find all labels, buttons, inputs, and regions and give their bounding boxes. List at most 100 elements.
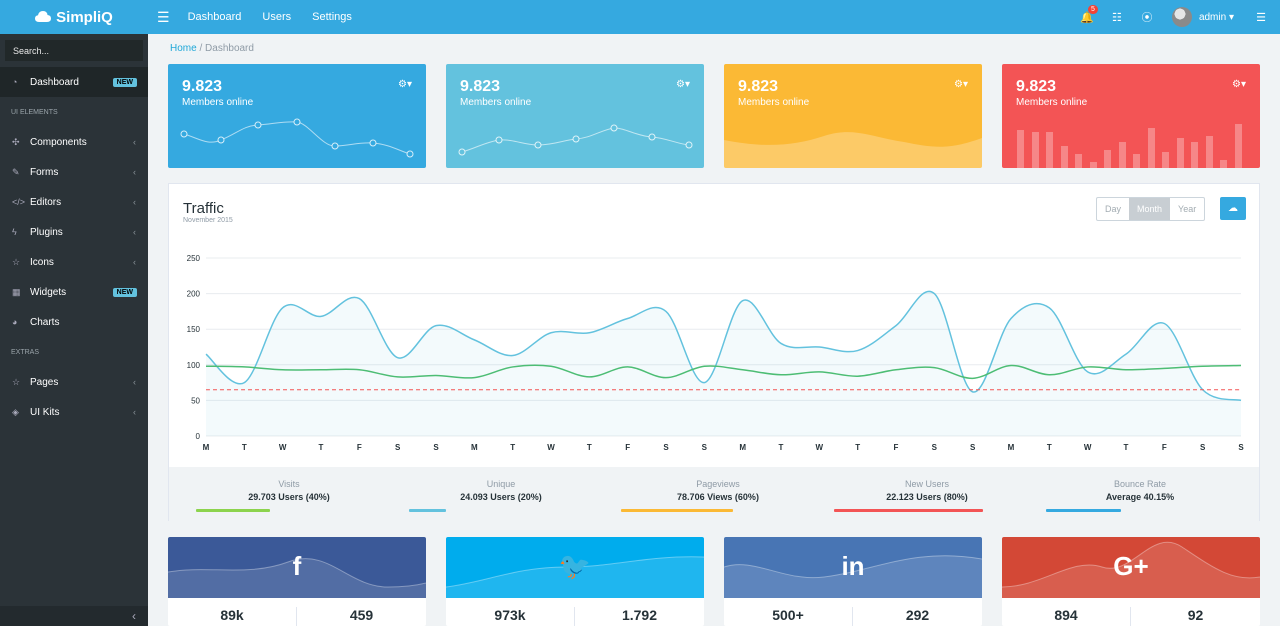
gear-icon[interactable]: ⚙▾ [398, 79, 412, 90]
chevron-left-icon: ‹ [133, 137, 136, 147]
social-friends-count: 89k [168, 607, 297, 626]
sidebar-item-editors[interactable]: </> Editors ‹ [0, 187, 148, 217]
x-tick-label: W [816, 443, 824, 452]
stat-label: Members online [738, 97, 810, 108]
list-icon[interactable]: ☷ [1112, 11, 1122, 24]
menu-toggle-icon[interactable]: ☰ [157, 8, 170, 25]
gear-icon[interactable]: ⚙▾ [1232, 79, 1246, 90]
social-circles-count: 92 [1187, 607, 1204, 623]
gear-icon[interactable]: ⚙▾ [954, 79, 968, 90]
layers-icon: ◈ [12, 406, 19, 417]
x-tick-label: T [1047, 443, 1052, 452]
social-header [724, 537, 982, 598]
x-tick-label: S [395, 443, 401, 452]
aside-menu-icon[interactable]: ☰ [1256, 11, 1266, 24]
x-tick-label: T [319, 443, 324, 452]
social-header [168, 537, 426, 598]
brand-logo[interactable]: SimpliQ [0, 0, 148, 34]
sidebar-item-plugins[interactable]: ϟ Plugins ‹ [0, 217, 148, 247]
chevron-left-icon: ‹ [133, 407, 136, 417]
social-contacts-count: 500+ [724, 607, 853, 626]
avatar[interactable] [1171, 7, 1192, 27]
period-month-button[interactable]: Month [1129, 198, 1171, 220]
puzzle-icon: ✣ [12, 136, 20, 147]
nav-settings[interactable]: Settings [312, 11, 352, 23]
stat-label: Unique [486, 479, 516, 489]
x-tick-label: F [625, 443, 630, 452]
social-feeds-count: 459 [349, 607, 374, 623]
sidebar-item-ui-kits[interactable]: ◈ UI Kits ‹ [0, 397, 148, 427]
x-tick-label: S [932, 443, 938, 452]
stat-card-members-2: 9.823 Members online ⚙▾ [446, 64, 704, 168]
chevron-left-icon: ‹ [132, 609, 136, 623]
top-nav: Dashboard Users Settings [188, 11, 352, 23]
bell-icon[interactable]: 🔔 5 [1072, 4, 1102, 24]
google-plus-icon: G+ [1113, 551, 1149, 581]
twitter-icon: 🐦 [558, 551, 592, 581]
chevron-left-icon: ‹ [133, 257, 136, 267]
y-tick-label: 0 [196, 432, 201, 441]
gear-icon[interactable]: ⚙▾ [676, 79, 690, 90]
bar-sparkline-chart [1017, 124, 1242, 168]
search-input[interactable] [5, 40, 143, 61]
section-title-extras: EXTRAS [11, 348, 40, 356]
series-area [206, 291, 1241, 436]
stat-label: Visits [278, 479, 300, 489]
breadcrumb-separator: / [199, 43, 206, 54]
sidebar-item-label: UI Kits [30, 406, 60, 418]
traffic-title: Traffic [183, 200, 224, 217]
social-followers-count: 973k [446, 607, 575, 626]
y-tick-label: 250 [187, 254, 201, 263]
sidebar-item-label: Pages [30, 376, 59, 388]
progress-bar-bounce-rate [1046, 509, 1121, 512]
x-tick-label: M [471, 443, 478, 452]
x-tick-label: M [1008, 443, 1015, 452]
stat-value: 29.703 Users (40%) [248, 492, 330, 502]
sidebar-item-pages[interactable]: ☆ Pages ‹ [0, 367, 148, 397]
stat-card-members-4: 9.823 Members online ⚙▾ [1002, 64, 1260, 168]
notification-badge: 5 [1087, 4, 1098, 14]
sparkline-chart [180, 118, 414, 158]
period-toggle: Day Month Year [1096, 197, 1206, 221]
location-pin-icon[interactable]: ⦿ [1141, 12, 1153, 24]
cloud-icon [35, 11, 52, 22]
chevron-left-icon: ‹ [133, 227, 136, 237]
sidebar-item-charts[interactable]: ◕ Charts [0, 307, 148, 337]
breadcrumb-home[interactable]: Home [170, 43, 197, 54]
stat-card-members-3: 9.823 Members online ⚙▾ [724, 64, 982, 168]
code-icon: </> [12, 197, 26, 207]
sidebar-item-label: Icons [30, 256, 54, 268]
period-day-button[interactable]: Day [1105, 204, 1122, 214]
new-badge: NEW [112, 77, 137, 87]
period-year-button[interactable]: Year [1178, 204, 1197, 214]
user-menu[interactable]: admin ▾ [1198, 11, 1234, 23]
nav-users[interactable]: Users [262, 11, 292, 23]
x-tick-label: F [894, 443, 899, 452]
sidebar-item-icons[interactable]: ☆ Icons ‹ [0, 247, 148, 277]
traffic-stats: Visits 29.703 Users (40%) Unique 24.093 … [169, 467, 1259, 521]
sidebar-minimizer-button[interactable]: ‹ [0, 606, 148, 626]
traffic-chart: 0 50 100 150 200 250 M T W T F S S M T W T F S S M T W T F S S M T W T… [187, 254, 1245, 452]
bolt-icon: ϟ [12, 227, 17, 237]
stat-value: 24.093 Users (20%) [460, 492, 542, 502]
y-tick-label: 200 [187, 290, 201, 299]
cloud-download-icon[interactable]: ☁ [1220, 197, 1246, 220]
social-wave [1002, 541, 1260, 598]
social-card-twitter: 🐦 973k 1.792 [446, 537, 704, 626]
x-tick-label: S [970, 443, 976, 452]
sidebar-item-dashboard[interactable]: ◔ Dashboard NEW [0, 67, 148, 97]
star-icon: ☆ [12, 376, 21, 387]
sidebar-item-forms[interactable]: ✎ Forms ‹ [0, 157, 148, 187]
sidebar-item-components[interactable]: ✣ Components ‹ [0, 127, 148, 157]
progress-bar-new-users [834, 509, 983, 512]
sidebar-item-widgets[interactable]: ▦ Widgets NEW [0, 277, 148, 307]
nav-dashboard[interactable]: Dashboard [187, 11, 242, 23]
chevron-left-icon: ‹ [133, 377, 136, 387]
social-tweets-count: 1.792 [621, 607, 658, 623]
brand-name: SimpliQ [56, 8, 113, 26]
social-wave [724, 555, 982, 598]
pie-chart-icon: ◕ [12, 317, 18, 327]
x-tick-label: W [547, 443, 555, 452]
area-sparkline-chart [724, 132, 982, 168]
social-card-linkedin: in 500+ 292 [724, 537, 982, 626]
